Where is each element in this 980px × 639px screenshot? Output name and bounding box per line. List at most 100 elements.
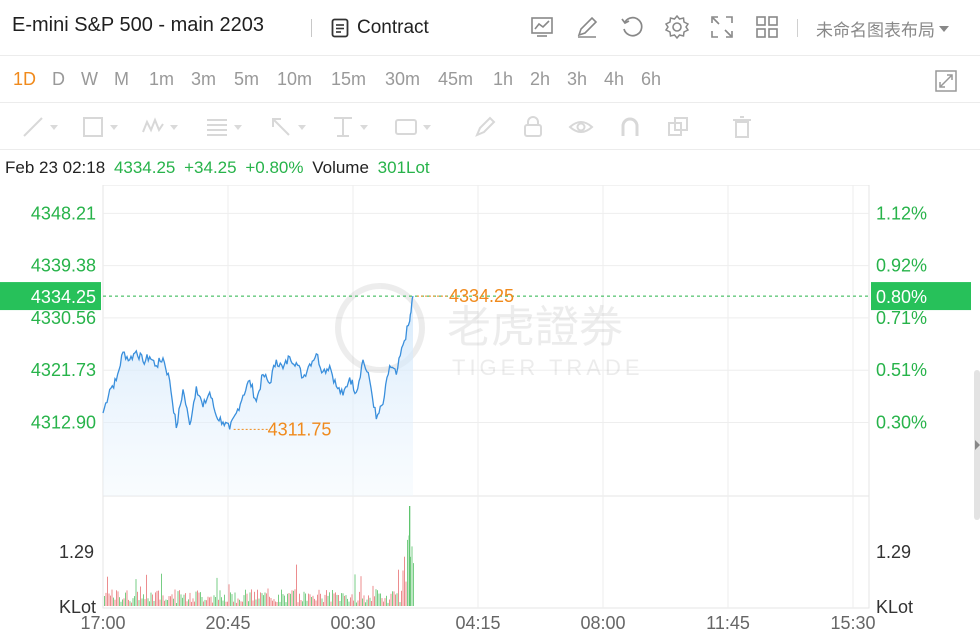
layout-selector[interactable]: 未命名图表布局	[816, 16, 949, 41]
volume-bar	[344, 595, 345, 606]
eye-icon[interactable]	[568, 114, 594, 140]
lock-icon[interactable]	[520, 114, 546, 140]
volume-bar	[183, 594, 185, 606]
volume-bar	[392, 591, 393, 606]
low-price-label: 4311.75	[268, 419, 332, 439]
volume-bar	[327, 595, 329, 606]
volume-bar	[375, 589, 377, 606]
volume-bar	[324, 594, 326, 606]
period-tab-2h[interactable]: 2h	[530, 69, 551, 89]
volume-bar	[300, 600, 302, 606]
period-tab-6h[interactable]: 6h	[641, 69, 662, 89]
trash-icon[interactable]	[729, 114, 755, 140]
period-tab-4h[interactable]: 4h	[604, 69, 625, 89]
volume-bar	[281, 589, 282, 606]
period-tab-45m[interactable]: 45m	[438, 69, 474, 89]
volume-bar	[314, 598, 315, 606]
fullscreen-icon[interactable]	[934, 69, 958, 93]
volume-bar	[129, 601, 131, 606]
period-tab-5m[interactable]: 5m	[234, 69, 260, 89]
line-tool-icon[interactable]	[20, 114, 58, 140]
volume-bar	[113, 597, 114, 606]
chart-indicator-icon[interactable]	[529, 14, 555, 40]
draw-pen-icon[interactable]	[574, 14, 600, 40]
pct-tick-label: 1.12%	[876, 203, 927, 223]
period-tab-10m[interactable]: 10m	[277, 69, 313, 89]
volume-bar	[216, 577, 218, 606]
drawing-toolbar	[0, 104, 980, 150]
watermark: 老虎證券 TIGER TRADE	[335, 283, 644, 380]
copy-icon[interactable]	[665, 114, 691, 140]
volume-bar	[155, 592, 156, 606]
volume-bar	[171, 594, 173, 606]
period-tab-1h[interactable]: 1h	[493, 69, 514, 89]
chart-frame	[102, 185, 870, 609]
volume-bar	[413, 563, 414, 606]
volume-bar	[120, 601, 122, 606]
volume-bar	[396, 593, 398, 606]
period-tab-1m[interactable]: 1m	[149, 69, 175, 89]
volume-bar	[347, 598, 348, 606]
volume-bar	[156, 590, 158, 606]
volume-bar	[122, 599, 123, 606]
volume-bar	[302, 601, 303, 606]
price-chart[interactable]: 老虎證券 TIGER TRADE 17:00 20:45 00:30 04:15 08:…	[0, 185, 980, 639]
volume-bar	[315, 600, 317, 606]
arrow-tool-icon[interactable]	[268, 114, 306, 140]
period-tab-1d[interactable]: 1D	[13, 69, 37, 89]
volume-bar	[398, 569, 399, 606]
grid-layout-icon[interactable]	[754, 14, 780, 40]
volume-bar	[321, 598, 323, 606]
expand-icon[interactable]	[709, 14, 735, 40]
volume-bar	[195, 591, 197, 606]
chart-grid	[102, 185, 870, 609]
brush-icon[interactable]	[472, 114, 498, 140]
rectangle-tool-icon[interactable]	[80, 114, 118, 140]
volume-bar	[371, 601, 372, 606]
symbol-title[interactable]: E-mini S&P 500 - main 2203	[12, 14, 264, 36]
chart-annotations: 4334.25 0.80% 4334.25 4311.75	[0, 282, 971, 439]
volume-bar	[135, 579, 137, 606]
scroll-right-arrow-icon[interactable]	[975, 440, 980, 450]
volume-bar	[374, 596, 375, 606]
volume-bar	[266, 593, 267, 606]
volume-unit-label: KLot	[876, 597, 913, 617]
period-bar	[0, 57, 980, 103]
volume-bar	[164, 600, 165, 606]
contract-button[interactable]: Contract	[331, 14, 429, 42]
period-tab-30m[interactable]: 30m	[385, 69, 421, 89]
period-tab-3m[interactable]: 3m	[191, 69, 217, 89]
volume-bar	[260, 592, 261, 606]
period-tab-d[interactable]: D	[52, 69, 65, 89]
volume-bar	[320, 593, 321, 606]
volume-bar	[165, 599, 167, 606]
price-label-tool-icon[interactable]	[393, 114, 431, 140]
chart-axes: 17:00 20:45 00:30 04:15 08:00 11:45 15:30 4348.…	[31, 203, 927, 633]
period-tab-3h[interactable]: 3h	[567, 69, 588, 89]
pct-tick-label: 0.71%	[876, 308, 927, 328]
x-tick-label: 04:15	[455, 613, 500, 633]
volume-bar	[354, 574, 356, 606]
volume-bar	[350, 597, 351, 606]
wave-tool-icon[interactable]	[140, 114, 178, 140]
period-tab-15m[interactable]: 15m	[331, 69, 367, 89]
volume-bar	[174, 589, 176, 606]
refresh-icon[interactable]	[619, 14, 645, 40]
x-tick-label: 15:30	[830, 613, 875, 633]
volume-bar	[204, 599, 206, 606]
measure-tool-icon[interactable]	[330, 114, 368, 140]
period-tab-w[interactable]: W	[81, 69, 98, 89]
magnet-icon[interactable]	[617, 114, 643, 140]
settings-gear-icon[interactable]	[664, 14, 690, 40]
volume-bar	[222, 600, 224, 606]
volume-bar	[357, 600, 359, 606]
volume-bar	[111, 589, 113, 606]
watermark-english: TIGER TRADE	[452, 355, 644, 380]
volume-bar	[395, 594, 396, 606]
period-tab-m[interactable]: M	[114, 69, 129, 89]
volume-bar	[407, 539, 408, 606]
x-tick-label: 00:30	[330, 613, 375, 633]
volume-bars	[104, 506, 414, 606]
fibonacci-tool-icon[interactable]	[204, 114, 242, 140]
volume-bar	[110, 595, 111, 606]
